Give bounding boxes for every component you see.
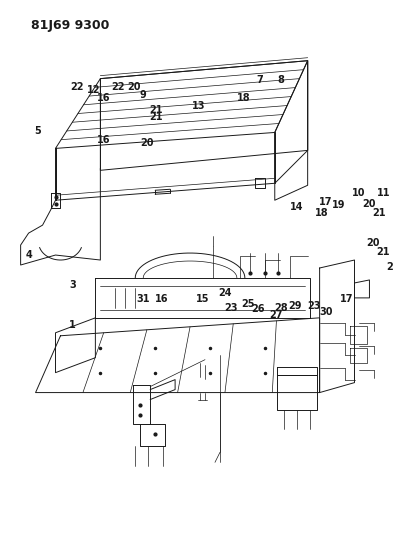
Text: 16: 16 [154, 294, 168, 304]
Text: 22: 22 [111, 82, 125, 92]
Text: 5: 5 [34, 126, 41, 136]
Text: 14: 14 [290, 202, 304, 212]
Text: 12: 12 [87, 85, 100, 95]
Text: 20: 20 [362, 199, 376, 209]
Text: 20: 20 [128, 83, 141, 93]
Text: 22: 22 [70, 82, 83, 92]
Text: 16: 16 [97, 93, 110, 102]
Text: 21: 21 [150, 112, 163, 122]
Text: 4: 4 [25, 250, 32, 260]
Text: 8: 8 [277, 75, 284, 85]
Text: 17: 17 [319, 197, 332, 207]
Text: 19: 19 [332, 200, 345, 211]
Text: 2: 2 [386, 262, 393, 271]
Text: 21: 21 [150, 105, 163, 115]
Text: 23: 23 [224, 303, 238, 313]
Text: 10: 10 [352, 188, 366, 198]
Text: 28: 28 [274, 303, 287, 313]
Text: 21: 21 [373, 208, 386, 219]
Text: 81J69 9300: 81J69 9300 [31, 19, 109, 32]
Text: 7: 7 [256, 75, 263, 85]
Text: 1: 1 [69, 320, 76, 330]
Text: 15: 15 [196, 294, 209, 304]
Text: 13: 13 [192, 101, 205, 111]
Text: 3: 3 [69, 280, 76, 290]
Text: 18: 18 [237, 93, 250, 102]
Text: 24: 24 [218, 288, 232, 298]
Text: 20: 20 [140, 138, 154, 148]
Text: 29: 29 [288, 301, 302, 311]
Text: 20: 20 [366, 238, 380, 248]
Text: 11: 11 [377, 188, 390, 198]
Text: 9: 9 [139, 90, 146, 100]
Text: 17: 17 [340, 294, 353, 304]
Text: 18: 18 [315, 208, 329, 219]
Text: 16: 16 [97, 135, 110, 145]
Text: 30: 30 [319, 306, 332, 317]
Text: 21: 21 [377, 247, 390, 256]
Text: 26: 26 [251, 304, 265, 314]
Text: 25: 25 [241, 298, 254, 309]
Text: 31: 31 [136, 294, 150, 304]
Text: 27: 27 [270, 310, 283, 320]
Text: 23: 23 [307, 301, 320, 311]
